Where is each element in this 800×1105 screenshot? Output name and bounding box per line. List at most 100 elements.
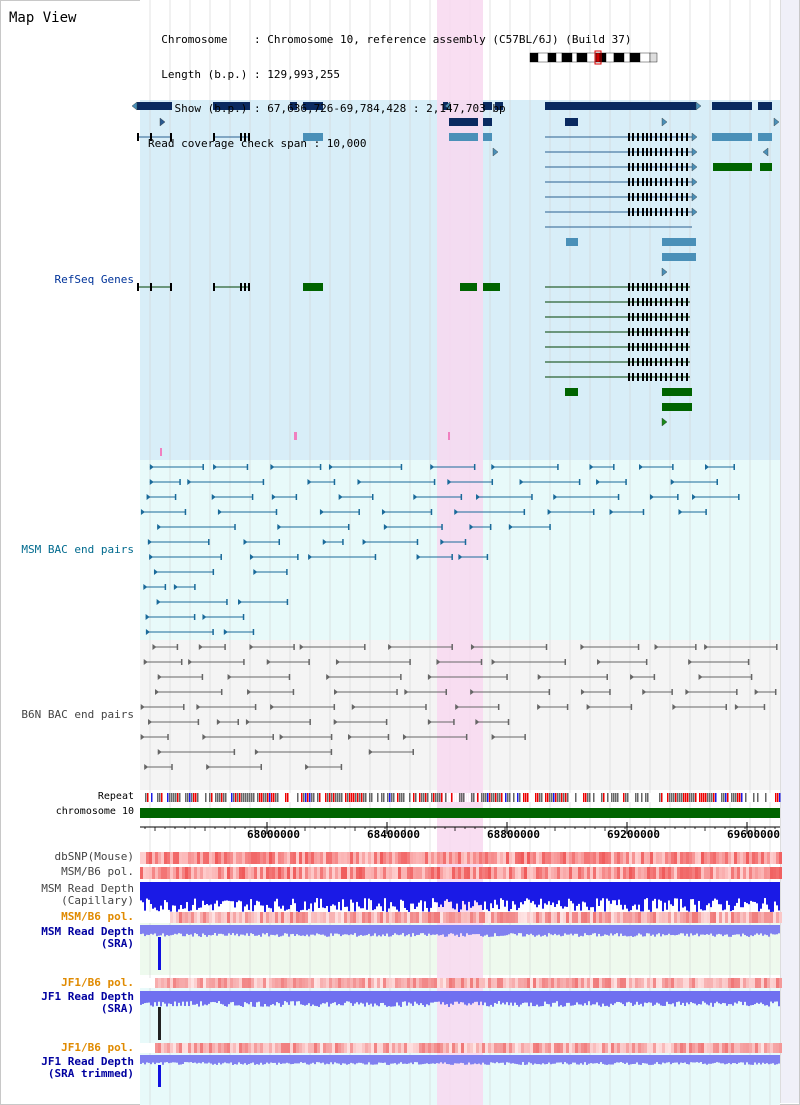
refseq-gene (449, 133, 478, 141)
msm-depth-capillary-bar (386, 882, 388, 912)
jf1-b6-pol-cell (662, 978, 665, 988)
msm-read-depth-capillary-label[interactable]: MSM Read Depth (Capillary) (41, 882, 134, 907)
b6n-bac-pair-end (596, 659, 601, 665)
vertical-scrollbar[interactable] (780, 0, 799, 1103)
msm-b6-pol-cell (275, 867, 278, 879)
jf1-depth-sra-bar (424, 991, 426, 1007)
dbsnp-cell (179, 852, 182, 864)
msm-depth-sra-bar (624, 925, 626, 936)
jf1-depth-trimmed-bar (564, 1055, 566, 1063)
jf1-depth-trimmed-bar (272, 1055, 274, 1063)
msm-depth-capillary-bar (442, 882, 444, 908)
b6n-bac-pair-end (734, 704, 739, 710)
jf1-depth-sra-bar (150, 991, 152, 1006)
msm-bac-label[interactable]: MSM BAC end pairs (21, 543, 134, 556)
jf1-depth-sra-bar (368, 991, 370, 1005)
msm-depth-capillary-bar (534, 882, 536, 905)
msm-b6-pol-cell (566, 867, 569, 879)
msm-b6-pol-sra-cell (530, 912, 533, 923)
dbsnp-cell (398, 852, 401, 864)
jf1-depth-trimmed-bar (402, 1055, 404, 1064)
msm-depth-sra-bar (302, 925, 304, 936)
jf1-read-depth-trimmed-label[interactable]: JF1 Read Depth (SRA trimmed) (41, 1055, 134, 1080)
b6n-bac-pair-end (227, 674, 232, 680)
msm-depth-capillary-bar (772, 882, 774, 912)
msm-depth-capillary-bar (570, 882, 572, 901)
dbsnp-cell (449, 852, 452, 864)
jf1-depth-sra-bar (672, 991, 674, 1004)
jf1-b6-pol-trimmed-cell (254, 1043, 257, 1053)
msm-read-depth-sra-label[interactable]: MSM Read Depth (SRA) (41, 925, 134, 950)
msm-b6-pol-cell (170, 867, 173, 879)
repeat-element (251, 793, 253, 802)
msm-depth-capillary-bar (620, 882, 622, 905)
dbsnp-label[interactable]: dbSNP(Mouse) (54, 850, 134, 863)
jf1-b6-pol-trimmed-cell (518, 1043, 521, 1053)
msm-b6-pol-label[interactable]: MSM/B6 pol. (61, 865, 134, 878)
jf1-depth-sra-bar (262, 991, 264, 1007)
refseq-genes-label[interactable]: RefSeq Genes (54, 273, 134, 286)
msm-b6-pol-sra-cell (413, 912, 416, 923)
b6n-bac-pair-end (224, 644, 226, 650)
msm-depth-sra-bar (354, 925, 356, 934)
jf1-depth-sra-bar (490, 991, 492, 1005)
jf1-b6-pol-cell (401, 978, 404, 988)
msm-depth-capillary-bar (218, 882, 220, 907)
dbsnp-cell (563, 852, 566, 864)
dbsnp-cell (209, 852, 212, 864)
msm-depth-capillary-bar (480, 882, 482, 905)
dbsnp-cell (281, 852, 284, 864)
jf1-b6-pol-cell (590, 978, 593, 988)
msm-b6-pol-sra-cell (638, 912, 641, 923)
b6n-bac-pair-end (299, 644, 304, 650)
dbsnp-cell (440, 852, 443, 864)
exon (681, 343, 683, 351)
msm-b6-pol-sra-label[interactable]: MSM/B6 pol. (61, 910, 134, 923)
jf1-b6-pol-cell (167, 978, 170, 988)
jf1-depth-trimmed-bar (644, 1055, 646, 1064)
jf1-depth-trimmed-bar (740, 1055, 742, 1063)
b6n-bac-pair-end (157, 674, 162, 680)
gap (140, 978, 155, 988)
jf1-b6-pol-trimmed-cell (377, 1043, 380, 1053)
msm-depth-capillary-bar (178, 882, 180, 910)
b6n-bac-label[interactable]: B6N BAC end pairs (21, 708, 134, 721)
selected-region-highlight (437, 0, 483, 1105)
jf1-b6-pol-trimmed-label[interactable]: JF1/B6 pol. (61, 1041, 134, 1054)
dbsnp-cell (422, 852, 425, 864)
msm-b6-pol-sra-cell (377, 912, 380, 923)
msm-b6-pol-cell (578, 867, 581, 879)
msm-depth-capillary-bar (704, 882, 706, 911)
exon (650, 358, 652, 366)
jf1-b6-pol-cell (572, 978, 575, 988)
jf1-depth-trimmed-bar (442, 1055, 444, 1064)
exon (650, 343, 652, 351)
b6n-bac-pair-end (152, 644, 157, 650)
msm-depth-capillary-bar (364, 882, 366, 899)
jf1-depth-sra-bar (596, 991, 598, 1003)
msm-depth-capillary-bar (632, 882, 634, 906)
msm-bac-pair-end (179, 479, 181, 485)
exon (628, 343, 630, 351)
jf1-b6-pol-trimmed-cell (233, 1043, 236, 1053)
msm-depth-sra-bar (486, 925, 488, 935)
jf1-depth-sra-bar (198, 991, 200, 1007)
msm-depth-capillary-bar (406, 882, 408, 910)
jf1-depth-trimmed-bar (676, 1055, 678, 1063)
msm-depth-capillary-bar (384, 882, 386, 899)
msm-depth-capillary-bar (426, 882, 428, 908)
jf1-depth-trimmed-bar (432, 1055, 434, 1064)
msm-depth-sra-bar (420, 925, 422, 934)
jf1-b6-pol-label[interactable]: JF1/B6 pol. (61, 976, 134, 989)
jf1-depth-sra-bar (194, 991, 196, 1005)
msm-depth-sra-bar (600, 925, 602, 937)
msm-b6-pol-cell (281, 867, 284, 879)
msm-b6-pol-sra-cell (275, 912, 278, 923)
exon (655, 133, 657, 141)
msm-depth-sra-bar (244, 925, 246, 936)
msm-bac-pair-end (217, 509, 222, 515)
dbsnp-cell (518, 852, 521, 864)
jf1-read-depth-label[interactable]: JF1 Read Depth (SRA) (41, 990, 134, 1015)
jf1-depth-sra-bar (524, 991, 526, 1003)
